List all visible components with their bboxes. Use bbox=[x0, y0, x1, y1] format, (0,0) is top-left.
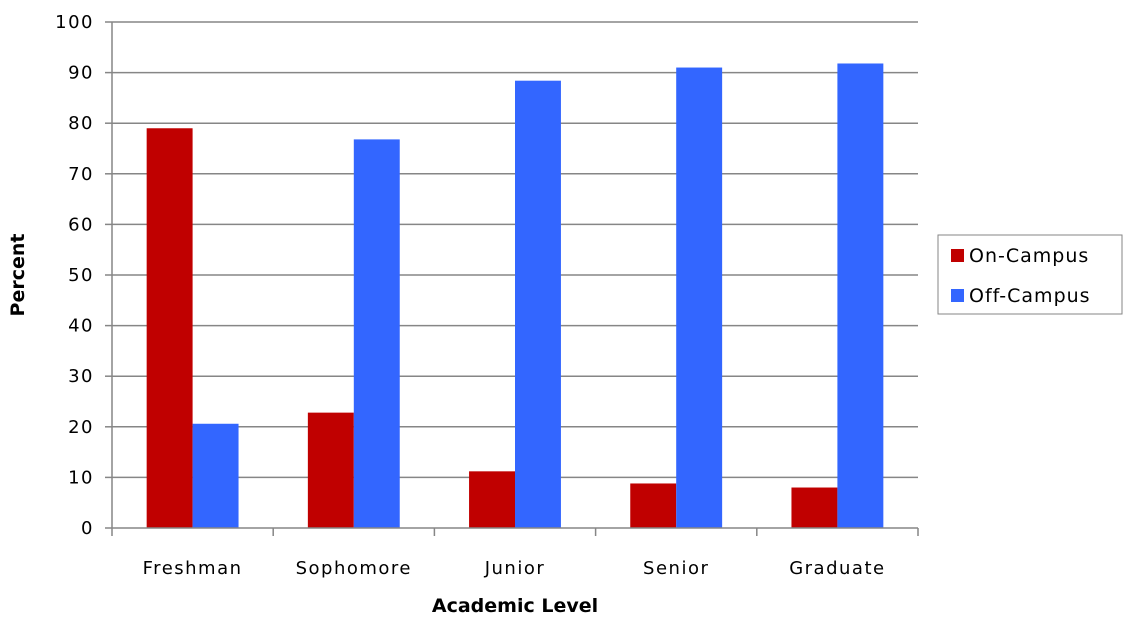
bar-on-campus-junior bbox=[469, 471, 515, 528]
x-tick-label-junior: Junior bbox=[484, 558, 546, 579]
legend: On-Campus Off-Campus bbox=[937, 234, 1123, 315]
y-tick-label-0: 0 bbox=[81, 518, 94, 539]
y-tick-label-3: 30 bbox=[68, 366, 94, 387]
bar-on-campus-sophomore bbox=[307, 412, 354, 528]
x-tick-label-freshman: Freshman bbox=[143, 558, 243, 579]
legend-swatch-off-campus bbox=[951, 289, 964, 302]
y-tick-label-8: 80 bbox=[68, 113, 94, 134]
x-tick-label-sophomore: Sophomore bbox=[296, 558, 412, 579]
y-tick-label-2: 20 bbox=[68, 417, 94, 438]
y-tick-label-6: 60 bbox=[68, 214, 94, 235]
y-tick-label-7: 70 bbox=[68, 164, 94, 185]
bars bbox=[146, 63, 884, 529]
y-tick-label-9: 90 bbox=[68, 63, 94, 84]
legend-label-off-campus: Off-Campus bbox=[969, 285, 1091, 307]
bar-off-campus-graduate bbox=[837, 63, 884, 528]
y-tick-label-5: 50 bbox=[68, 265, 94, 286]
bar-off-campus-junior bbox=[515, 80, 561, 529]
y-tick-label-1: 10 bbox=[68, 467, 94, 488]
legend-frame bbox=[937, 234, 1123, 315]
legend-swatch-on-campus bbox=[951, 249, 964, 262]
bar-off-campus-freshman bbox=[192, 423, 239, 528]
x-tick-label-senior: Senior bbox=[643, 558, 709, 579]
y-axis-title: Percent bbox=[7, 234, 29, 317]
y-tick-label-4: 40 bbox=[68, 316, 94, 337]
x-tick-labels: Freshman Sophomore Junior Senior Graduate bbox=[143, 558, 885, 579]
legend-label-on-campus: On-Campus bbox=[969, 245, 1089, 267]
x-tick-label-graduate: Graduate bbox=[789, 558, 885, 579]
y-tick-labels: 0 10 20 30 40 50 60 70 80 90 100 bbox=[55, 12, 94, 539]
bar-on-campus-senior bbox=[630, 483, 677, 528]
y-tick-label-10: 100 bbox=[55, 12, 94, 33]
bar-on-campus-freshman bbox=[146, 128, 193, 528]
bar-on-campus-graduate bbox=[791, 487, 838, 528]
axes bbox=[105, 21, 919, 536]
bar-off-campus-senior bbox=[676, 67, 723, 528]
x-axis-title: Academic Level bbox=[432, 595, 598, 617]
bar-off-campus-sophomore bbox=[353, 139, 400, 528]
